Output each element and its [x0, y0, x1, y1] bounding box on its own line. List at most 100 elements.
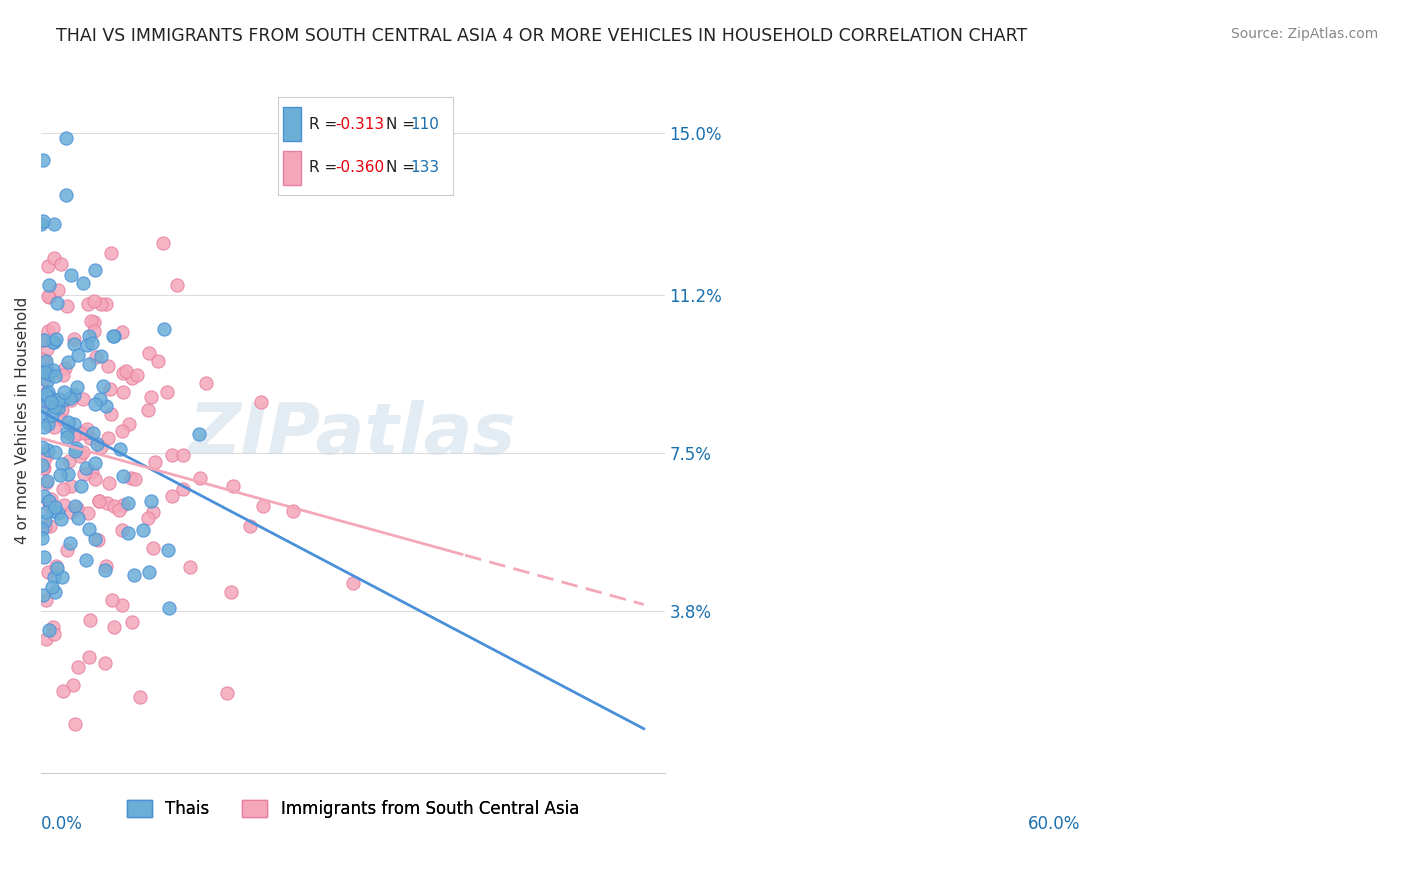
Point [188, 471, 211, 485]
Point [42, 363, 65, 377]
Point [90, 349, 112, 363]
Point [45, 332, 67, 346]
Point [60, 505, 83, 519]
Point [56, 429, 79, 443]
Point [51, 457, 73, 471]
Point [124, 472, 146, 486]
Point [120, 471, 142, 485]
Point [156, 384, 179, 399]
Point [32, 452, 55, 467]
Point [35, 354, 58, 368]
Point [172, 449, 194, 463]
Point [110, 598, 132, 612]
Point [73, 467, 96, 481]
Point [84, 350, 107, 364]
Point [44, 368, 66, 383]
Point [94, 657, 117, 671]
Point [79, 431, 101, 445]
Point [121, 615, 143, 629]
Point [35, 391, 58, 405]
Point [37, 362, 59, 376]
Point [35, 387, 58, 401]
Point [44, 334, 66, 349]
Point [32, 360, 55, 375]
Point [83, 294, 105, 309]
Point [152, 321, 174, 335]
Point [59, 536, 82, 550]
Point [79, 613, 101, 627]
Point [39, 395, 62, 409]
Point [31, 522, 53, 536]
Point [157, 542, 180, 557]
Point [114, 364, 136, 378]
Point [132, 523, 155, 537]
Point [34, 392, 56, 407]
Point [42, 251, 65, 265]
Point [53, 361, 76, 376]
Point [160, 489, 183, 503]
Point [41, 580, 63, 594]
Point [38, 390, 60, 404]
Point [96, 431, 118, 445]
Point [107, 503, 129, 517]
Point [94, 297, 117, 311]
Y-axis label: 4 or more Vehicles in Household: 4 or more Vehicles in Household [15, 297, 30, 544]
Point [37, 565, 59, 579]
Point [82, 465, 104, 479]
Point [82, 336, 104, 351]
Point [63, 429, 86, 443]
Point [90, 297, 112, 311]
Point [63, 499, 86, 513]
Point [63, 444, 86, 458]
Point [281, 503, 304, 517]
Point [60, 268, 83, 282]
Point [111, 325, 134, 339]
Point [111, 469, 134, 483]
Point [142, 505, 165, 519]
Point [39, 519, 62, 533]
Point [35, 632, 58, 646]
Text: Source: ZipAtlas.com: Source: ZipAtlas.com [1230, 27, 1378, 41]
Point [44, 570, 66, 584]
Point [37, 448, 59, 462]
Point [65, 380, 87, 394]
Point [90, 440, 112, 454]
Point [87, 533, 110, 547]
Point [46, 283, 69, 297]
Point [32, 386, 55, 401]
Point [38, 278, 60, 293]
Point [52, 482, 75, 496]
Point [98, 382, 121, 396]
Text: 0.0%: 0.0% [41, 815, 83, 833]
Point [41, 408, 63, 422]
Point [160, 448, 183, 462]
Point [91, 379, 114, 393]
Point [32, 549, 55, 564]
Point [31, 461, 53, 475]
Point [84, 472, 107, 486]
Point [75, 461, 97, 475]
Point [103, 499, 125, 513]
Point [63, 336, 86, 351]
Point [138, 346, 160, 360]
Point [37, 385, 59, 400]
Point [222, 479, 245, 493]
Point [77, 522, 100, 536]
Point [42, 218, 65, 232]
Point [239, 518, 262, 533]
Point [195, 376, 218, 391]
Point [42, 620, 65, 634]
Point [32, 214, 55, 228]
Point [49, 257, 72, 271]
Point [35, 475, 58, 490]
Point [53, 384, 76, 399]
Point [94, 559, 117, 574]
Point [55, 131, 77, 145]
Point [63, 332, 86, 346]
Point [44, 445, 66, 459]
Point [65, 441, 87, 455]
Point [41, 320, 63, 334]
Point [69, 449, 91, 463]
Point [56, 415, 79, 429]
Point [89, 494, 111, 508]
